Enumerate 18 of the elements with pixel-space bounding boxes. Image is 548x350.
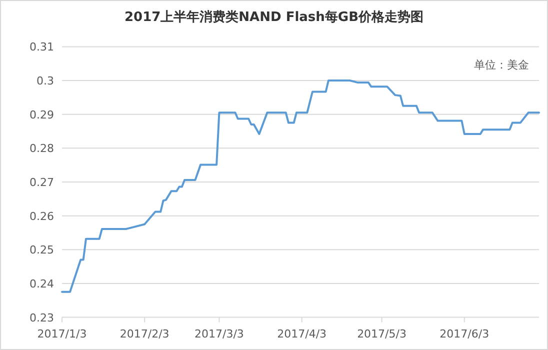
y-tick-label: 0.26 — [30, 210, 54, 223]
y-tick-label: 0.24 — [30, 277, 54, 290]
x-tick-label: 2017/4/3 — [277, 327, 327, 340]
y-tick-label: 0.29 — [30, 108, 54, 122]
annotation: 单位：美金 — [474, 58, 529, 72]
y-tick-label: 0.28 — [30, 142, 54, 156]
y-tick-label: 0.3 — [36, 74, 54, 88]
y-tick-label: 0.25 — [30, 244, 54, 257]
line-series — [61, 80, 540, 293]
y-tick-label: 0.31 — [30, 40, 54, 54]
x-tick-label: 2017/5/3 — [357, 327, 406, 340]
x-tick-label: 2017/3/3 — [194, 327, 244, 340]
y-tick-label: 0.23 — [30, 311, 54, 324]
x-tick-label: 2017/1/3 — [37, 327, 87, 340]
x-tick-label: 2017/6/3 — [440, 327, 490, 340]
y-tick-label: 0.27 — [30, 176, 54, 189]
x-tick-label: 2017/2/3 — [120, 327, 170, 340]
chart-title: 2017上半年消费类NAND Flash每GB价格走势图 — [124, 9, 424, 25]
